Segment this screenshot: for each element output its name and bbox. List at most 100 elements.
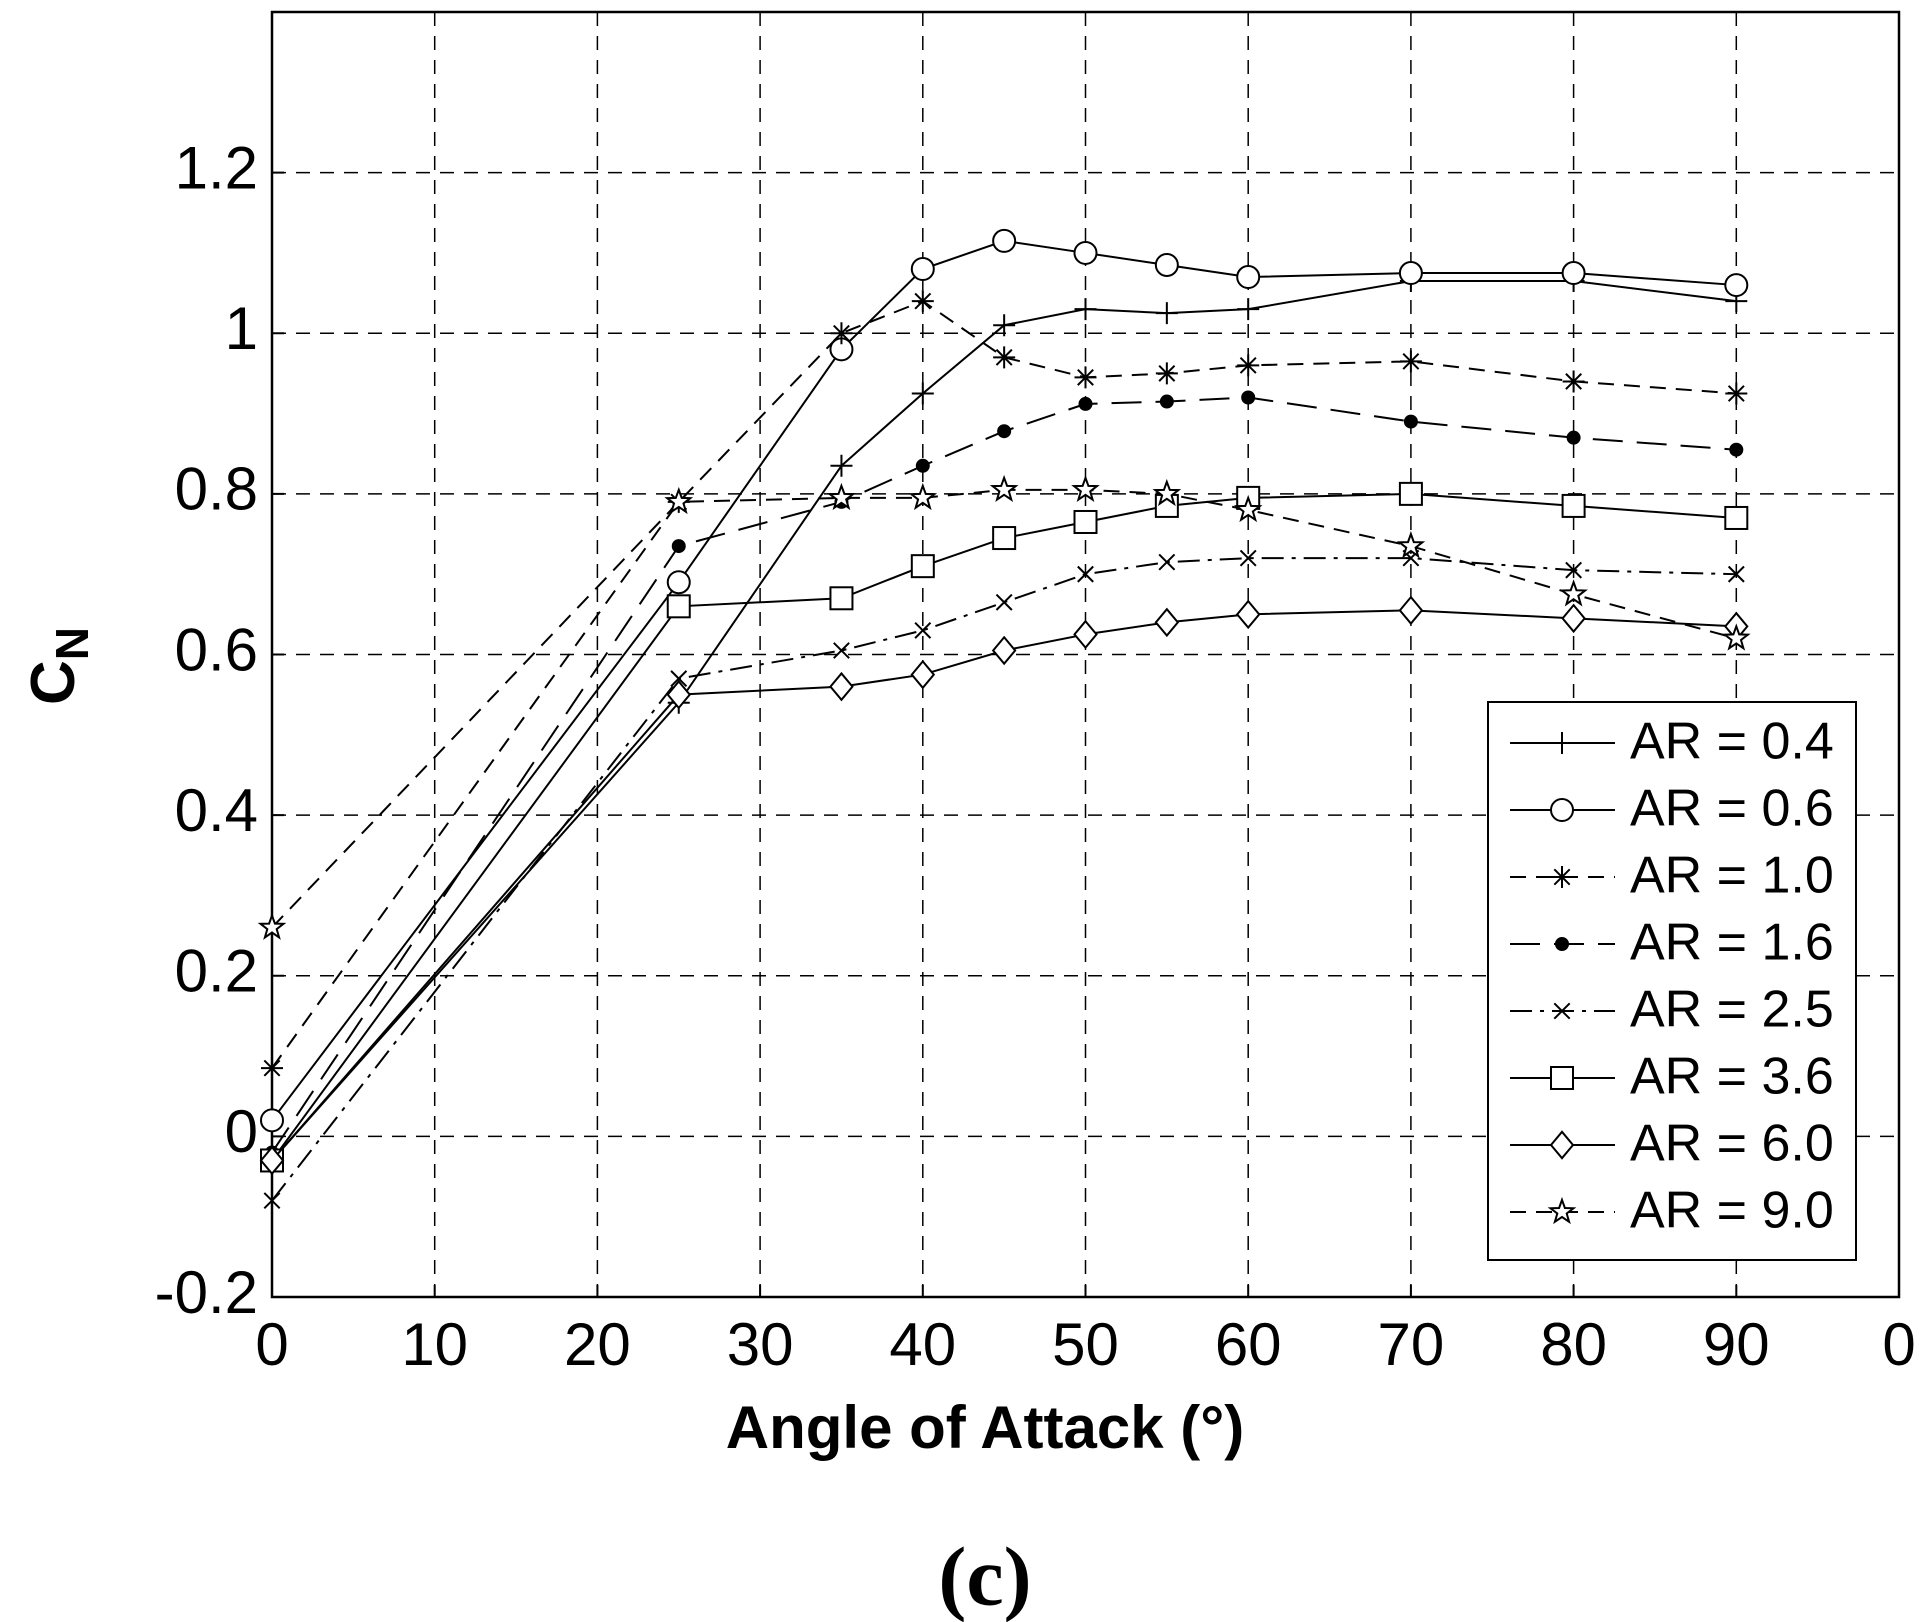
marker [1078,396,1093,411]
marker [991,635,1017,666]
legend-label: AR = 6.0 [1630,1115,1834,1173]
marker [1729,442,1744,457]
marker [1398,595,1424,626]
marker [1236,265,1261,290]
marker [910,257,935,281]
marker [1398,261,1423,286]
marker [992,526,1017,551]
marker [829,671,854,702]
caption: (c) [938,1530,1031,1622]
marker [666,570,691,595]
marker [1725,382,1748,405]
marker [670,670,688,688]
legend-label: AR = 1.0 [1630,847,1834,905]
marker [915,458,930,473]
marker [910,554,935,579]
legend-box [1487,701,1857,1261]
marker [1724,505,1749,530]
marker [833,642,850,659]
marker [257,912,287,940]
marker [827,482,856,511]
legend-label: AR = 9.0 [1630,1182,1834,1240]
x-tick-label: 70 [1378,1311,1445,1378]
x-tick-label: 10 [401,1311,468,1378]
marker [1159,394,1174,409]
x-tick-label: 0 [1882,1311,1915,1378]
y-tick-label: 0 [225,1098,258,1165]
marker [671,539,686,554]
marker [263,1192,281,1210]
legend-marker [1553,1002,1571,1020]
marker [261,1057,283,1080]
marker [1073,509,1098,534]
marker [1152,478,1182,507]
y-tick-label: 1 [225,295,258,362]
marker [1561,493,1586,518]
marker [1399,350,1422,373]
marker [993,314,1016,337]
marker [664,486,694,515]
marker [995,593,1013,611]
marker [1155,362,1178,385]
x-tick-label: 80 [1540,1311,1607,1378]
marker [830,322,853,345]
marker [1074,366,1097,389]
y-tick-label: 0.8 [175,456,258,523]
marker [1073,619,1098,650]
marker [1237,354,1260,377]
legend-marker [1547,1196,1577,1225]
marker [1154,607,1180,638]
y-axis-label: CN [19,627,98,705]
marker [992,228,1017,253]
y-tick-label: 0.2 [175,938,258,1005]
x-axis-label: Angle of Attack (°) [726,1394,1244,1461]
x-tick-label: 30 [727,1311,794,1378]
marker [1155,302,1178,325]
marker [1724,273,1749,298]
marker [1562,370,1585,393]
y-tick-label: 0.4 [175,777,258,844]
marker [259,1145,285,1176]
marker [1566,430,1581,445]
x-tick-label: 40 [889,1311,956,1378]
marker [997,424,1012,439]
x-tick-label: 50 [1052,1311,1119,1378]
marker [1559,579,1588,607]
marker [911,290,934,313]
legend-marker [1555,937,1569,951]
marker [1727,565,1745,583]
marker [1561,603,1586,634]
legend-marker [1550,1066,1574,1090]
marker [1398,481,1423,506]
legend-marker [1551,732,1573,754]
marker [1235,599,1261,630]
x-tick-label: 90 [1703,1311,1770,1378]
marker [1241,390,1256,405]
marker [1565,561,1583,579]
marker [910,659,936,690]
marker [1074,298,1097,321]
legend-label: AR = 2.5 [1630,981,1834,1039]
marker [1154,252,1179,277]
marker [1239,549,1257,567]
x-tick-label: 60 [1215,1311,1282,1378]
marker [908,482,938,511]
marker [829,586,854,611]
x-tick-label: 0 [255,1311,288,1378]
legend-label: AR = 1.6 [1630,914,1834,972]
marker [666,594,691,619]
marker [989,474,1019,502]
marker [1561,261,1586,286]
marker [993,346,1016,369]
marker [1396,531,1426,559]
marker [1158,553,1176,571]
legend-marker [1549,1130,1575,1160]
marker [911,382,934,405]
legend-label: AR = 0.6 [1630,780,1834,838]
marker [1722,623,1751,651]
marker [1403,414,1418,429]
legend-marker [1550,798,1574,822]
marker [1233,494,1263,523]
